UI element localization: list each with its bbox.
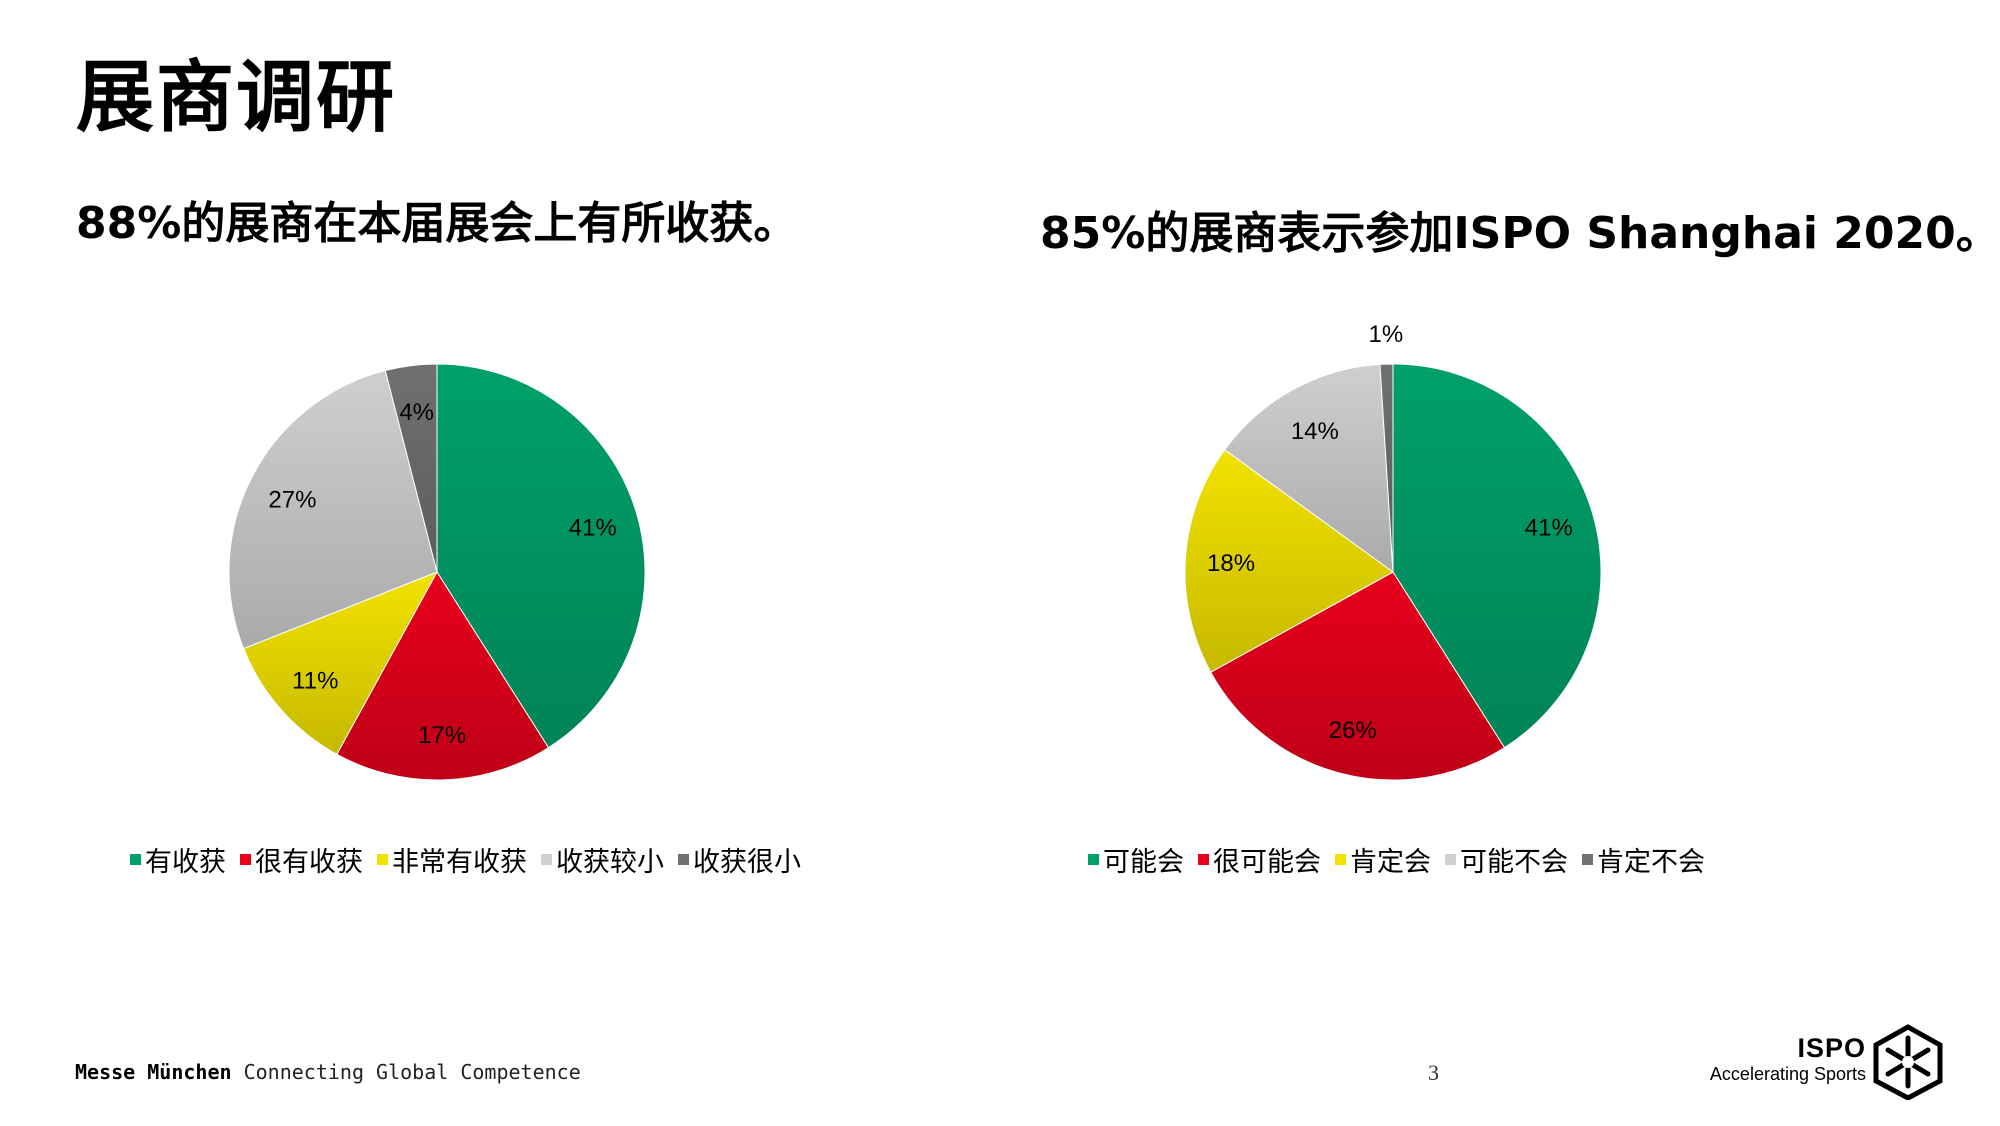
left-legend-item-1: 有收获 xyxy=(130,840,226,879)
pie-slice-3 xyxy=(242,571,439,755)
logo-tagline: Accelerating Sports xyxy=(1709,1063,1866,1084)
pie-slice-1 xyxy=(1392,363,1602,749)
legend-label: 收获很小 xyxy=(693,847,801,878)
pie-slice-4 xyxy=(228,369,438,650)
right-legend-item-3: 肯定会 xyxy=(1335,840,1431,879)
legend-label: 有收获 xyxy=(145,847,226,878)
legend-right: 可能会 很可能会 肯定会 可能不会 肯定不会 xyxy=(1088,840,1705,879)
legend-label: 收获较小 xyxy=(556,847,664,878)
ispo-star-hexagon-icon xyxy=(1873,1024,1943,1100)
legend-swatch xyxy=(377,854,388,865)
data-label-3: 11% xyxy=(292,667,338,694)
pie-slice-5 xyxy=(1379,363,1394,573)
pie-slice-2 xyxy=(336,571,550,781)
left-legend-item-2: 很有收获 xyxy=(240,840,363,879)
data-label-4: 27% xyxy=(268,486,316,513)
data-label-5: 1% xyxy=(1369,321,1404,348)
chart-title-left: 88%的展商在本届展会上有所收获。 xyxy=(76,198,798,249)
left-legend-item-5: 收获很小 xyxy=(678,840,801,879)
data-label-4: 14% xyxy=(1291,418,1339,445)
legend-label: 肯定不会 xyxy=(1597,847,1705,878)
left-legend-item-3: 非常有收获 xyxy=(377,840,527,879)
pie-slice-2 xyxy=(1210,571,1506,781)
page-title: 展商调研 xyxy=(76,53,397,143)
legend-label: 很可能会 xyxy=(1213,847,1321,878)
legend-label: 很有收获 xyxy=(255,847,363,878)
data-label-2: 17% xyxy=(418,722,466,749)
data-label-3: 18% xyxy=(1207,550,1255,577)
ispo-logo-text: ISPO Accelerating Sports xyxy=(1709,1033,1866,1085)
legend-label: 肯定会 xyxy=(1350,847,1431,878)
legend-swatch xyxy=(240,854,251,865)
chart-title-right: 85%的展商表示参加ISPO Shanghai 2020。 xyxy=(1040,208,2000,259)
legend-swatch xyxy=(1088,854,1099,865)
logo-name: ISPO xyxy=(1797,1033,1866,1063)
data-label-5: 4% xyxy=(399,399,434,426)
legend-swatch xyxy=(541,854,552,865)
pie-slice-1 xyxy=(436,363,646,749)
pie-slice-3 xyxy=(1184,449,1394,673)
footer-brand: Messe München xyxy=(75,1060,232,1084)
pie-slice-4 xyxy=(1224,363,1394,574)
data-label-1: 41% xyxy=(1525,515,1573,542)
right-legend-item-4: 可能不会 xyxy=(1445,840,1568,879)
legend-left: 有收获 很有收获 非常有收获 收获较小 收获很小 xyxy=(130,840,801,879)
legend-label: 可能不会 xyxy=(1460,847,1568,878)
left-legend-item-4: 收获较小 xyxy=(541,840,664,879)
footer-slogan: Connecting Global Competence xyxy=(243,1060,581,1084)
legend-label: 可能会 xyxy=(1103,847,1184,878)
legend-swatch xyxy=(130,854,141,865)
legend-label: 非常有收获 xyxy=(392,847,527,878)
data-label-2: 26% xyxy=(1329,717,1377,744)
legend-swatch xyxy=(678,854,689,865)
footer-tagline: Messe München Connecting Global Competen… xyxy=(75,1060,581,1084)
legend-swatch xyxy=(1445,854,1456,865)
data-label-1: 41% xyxy=(569,515,617,542)
right-legend-item-1: 可能会 xyxy=(1088,840,1184,879)
legend-swatch xyxy=(1198,854,1209,865)
legend-swatch xyxy=(1582,854,1593,865)
page-number: 3 xyxy=(1428,1060,1439,1085)
pie-slice-5 xyxy=(384,363,438,573)
right-legend-item-5: 肯定不会 xyxy=(1582,840,1705,879)
legend-swatch xyxy=(1335,854,1346,865)
right-legend-item-2: 很可能会 xyxy=(1198,840,1321,879)
